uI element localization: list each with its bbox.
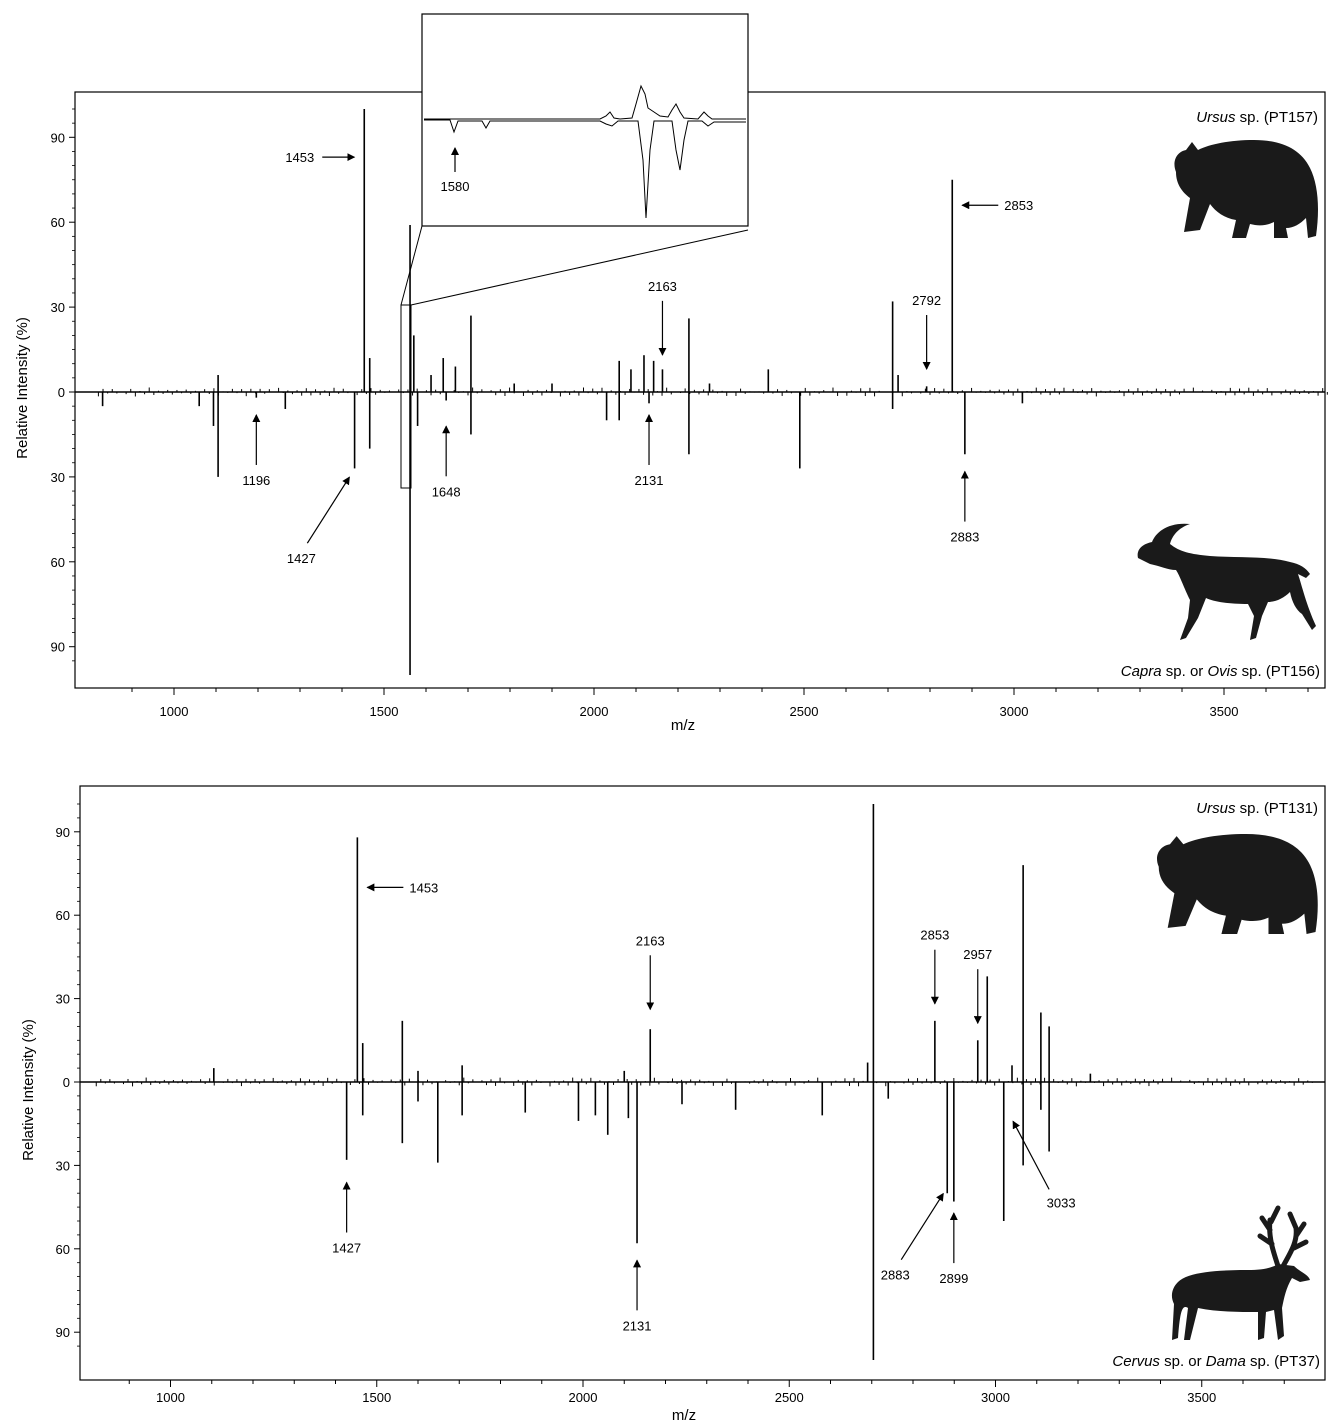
deer-icon — [1171, 1205, 1310, 1340]
annotation-arrow — [1012, 1120, 1050, 1190]
x-tick-label: 1000 — [160, 704, 189, 719]
annotation-label: 2792 — [912, 293, 941, 308]
panel-bottom: 90 60 30 0 30 60 90 1000 1500 2000 2500 3000 3500 1… — [20, 785, 1326, 1423]
x-tick-label: 2500 — [775, 1390, 804, 1405]
annotation-label: 2163 — [648, 279, 677, 294]
y-axis: 90 60 30 0 30 60 90 — [51, 108, 75, 662]
annotation-label: 2957 — [963, 947, 992, 962]
x-tick-label: 1000 — [156, 1390, 185, 1405]
x-tick-label: 3500 — [1210, 704, 1239, 719]
inset-label: 1580 — [441, 179, 470, 194]
y-tick-label: 60 — [51, 215, 65, 230]
x-tick-label: 3000 — [981, 1390, 1010, 1405]
annotation-label: 2853 — [920, 928, 949, 943]
annotation-label: 1453 — [285, 150, 314, 165]
annotations: 1453 2853 2163 2792 1196 1648 2131 2883 1427 — [242, 150, 1033, 566]
y-tick-label: 30 — [51, 300, 65, 315]
annotation-arrow — [306, 476, 350, 544]
x-axis-label: m/z — [672, 1407, 696, 1423]
annotation-label: 2131 — [623, 1318, 652, 1333]
x-tick-label: 2000 — [569, 1390, 598, 1405]
x-tick-label: 3000 — [1000, 704, 1029, 719]
annotation-label: 2883 — [881, 1268, 910, 1283]
x-tick-label: 2000 — [580, 704, 609, 719]
inset-highlight-box — [400, 304, 412, 489]
y-tick-label: 90 — [51, 130, 65, 145]
inset-frame — [421, 13, 749, 227]
x-axis-label: m/z — [671, 717, 695, 734]
y-tick-label: 60 — [51, 555, 65, 570]
y-tick-label: 60 — [56, 908, 70, 923]
y-tick-label: 90 — [51, 640, 65, 655]
annotation-label: 1196 — [242, 473, 270, 488]
species-label-top: Ursus sp. (PT131) — [1196, 800, 1318, 817]
annotation-label: 2899 — [939, 1271, 968, 1286]
annotation-label: 2131 — [635, 473, 664, 488]
peaks-bottom — [95, 804, 1313, 1360]
species-label-bottom: Cervus sp. or Dama sp. (PT37) — [1112, 1353, 1320, 1370]
x-tick-label: 3500 — [1187, 1390, 1216, 1405]
x-axis: 1000 1500 2000 2500 3000 3500 — [128, 1380, 1285, 1405]
y-axis: 90 60 30 0 30 60 90 — [56, 803, 80, 1347]
species-label-top: Ursus sp. (PT157) — [1196, 109, 1318, 126]
annotation-label: 2163 — [636, 933, 665, 948]
species-label-bottom: Capra sp. or Ovis sp. (PT156) — [1121, 663, 1320, 680]
y-tick-label: 90 — [56, 825, 70, 840]
annotation-arrow — [900, 1192, 944, 1260]
annotations: 1453 2163 2853 2957 1427 2131 2883 2899 3033 — [332, 880, 1075, 1333]
y-axis-label: Relative Intensity (%) — [20, 1019, 37, 1161]
annotation-label: 2853 — [1004, 198, 1033, 213]
bear-icon — [1157, 834, 1318, 934]
inset-trace-down — [424, 119, 746, 219]
inset: 1580 — [400, 13, 749, 489]
plot-frame — [79, 785, 1326, 1381]
annotation-label: 2883 — [950, 530, 979, 545]
y-axis-label: Relative Intensity (%) — [14, 317, 31, 459]
y-tick-label: 30 — [56, 1158, 70, 1173]
bear-icon — [1174, 140, 1318, 238]
annotation-label: 1427 — [332, 1241, 361, 1256]
annotation-label: 1648 — [432, 484, 461, 499]
annotation-label: 1453 — [409, 880, 438, 895]
y-tick-label: 30 — [51, 470, 65, 485]
annotation-label: 3033 — [1047, 1195, 1076, 1210]
x-tick-label: 1500 — [370, 704, 399, 719]
inset-trace-up — [424, 84, 746, 120]
y-tick-label: 0 — [58, 385, 65, 400]
annotation-label: 1427 — [287, 551, 316, 566]
x-tick-label: 2500 — [790, 704, 819, 719]
y-tick-label: 30 — [56, 992, 70, 1007]
peaks-top — [97, 109, 1328, 675]
y-tick-label: 0 — [63, 1075, 70, 1090]
y-tick-label: 90 — [56, 1325, 70, 1340]
x-tick-label: 1500 — [362, 1390, 391, 1405]
y-tick-label: 60 — [56, 1242, 70, 1257]
goat-icon — [1137, 523, 1316, 640]
x-axis: 1000 1500 2000 2500 3000 3500 — [131, 688, 1309, 719]
panel-top: 90 60 30 0 30 60 90 1000 1500 2000 2500 3000 3500 1… — [14, 13, 1328, 734]
